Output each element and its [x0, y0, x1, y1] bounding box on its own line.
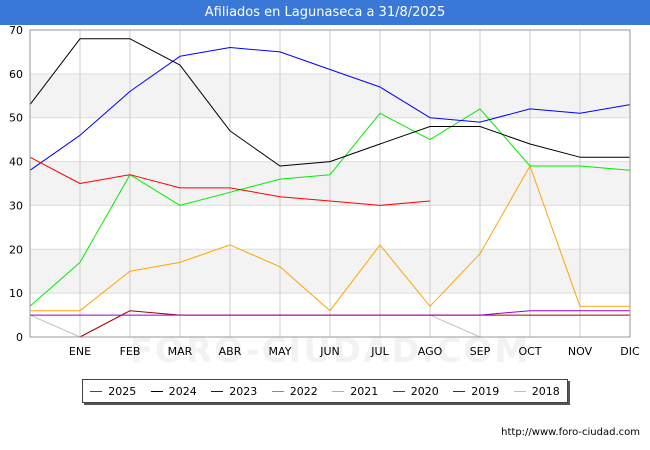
legend-swatch	[150, 390, 163, 392]
series-line-2018	[29, 314, 81, 338]
x-tick-label: AGO	[418, 345, 443, 358]
x-tick-label: SEP	[470, 345, 491, 358]
legend-label: 2022	[289, 384, 318, 398]
legend-swatch	[271, 390, 284, 392]
watermark: FORO-CIUDAD.COM	[130, 331, 531, 371]
legend-label: 2025	[108, 384, 137, 398]
legend-item-2020: 2020	[392, 384, 439, 398]
series-2023	[29, 47, 631, 171]
x-tick-label: NOV	[568, 345, 593, 358]
legend-item-2023: 2023	[211, 385, 257, 398]
series-2018	[29, 314, 481, 338]
y-tick-label: 10	[9, 287, 23, 300]
x-tick-label: MAY	[269, 345, 292, 358]
x-tick-label: MAR	[168, 345, 193, 358]
legend-swatch	[332, 390, 345, 392]
legend-swatch	[453, 390, 466, 392]
legend-item-2025: 2025	[90, 385, 136, 398]
y-tick-label: 70	[9, 25, 23, 37]
legend-item-2018: 2018	[513, 384, 560, 398]
legend-swatch	[392, 390, 405, 392]
series-line-2024	[29, 38, 630, 167]
legend: 2025 2024 2023 2022 2021 2020 2019 2018	[82, 379, 568, 403]
legend-label: 2020	[410, 384, 439, 398]
legend-label: 2023	[229, 384, 258, 398]
series-line-2020	[30, 310, 630, 316]
legend-item-2019: 2019	[453, 385, 499, 398]
series-2020	[30, 310, 630, 316]
chart-title: Afiliados en Lagunaseca a 31/8/2025	[0, 0, 650, 25]
y-tick-label: 60	[9, 68, 23, 81]
source-url: http://www.foro-ciudad.com	[501, 427, 640, 438]
legend-label: 2018	[531, 384, 560, 398]
legend-item-2022: 2022	[271, 384, 318, 398]
x-tick-label: OCT	[518, 345, 541, 358]
legend-swatch	[211, 390, 224, 392]
legend-label: 2019	[471, 384, 500, 398]
series-line-2023	[29, 47, 631, 171]
x-tick-label: ABR	[219, 345, 242, 358]
legend-label: 2024	[168, 384, 197, 398]
series-2024	[29, 38, 630, 167]
x-tick-label: JUL	[370, 345, 389, 358]
series-line-2018	[429, 314, 481, 338]
plot-border	[29, 29, 631, 338]
legend-swatch	[513, 390, 526, 392]
y-tick-label: 20	[9, 243, 23, 256]
x-tick-label: ENE	[69, 345, 91, 358]
x-tick-label: FEB	[120, 345, 141, 358]
legend-label: 2021	[350, 384, 379, 398]
legend-swatch	[90, 390, 103, 392]
x-tick-label: DIC	[620, 345, 640, 358]
line-chart: FORO-CIUDAD.COM 0 10 20 30 40 50 60 70 ENE FEB MA…	[9, 25, 640, 371]
legend-item-2024: 2024	[150, 384, 197, 398]
x-tick-label: JUN	[319, 345, 340, 358]
series-2025	[29, 156, 431, 206]
y-tick-label: 50	[9, 112, 23, 125]
y-tick-label: 40	[9, 156, 23, 169]
y-tick-label: 30	[9, 199, 23, 212]
series-line-2025	[29, 156, 431, 206]
y-tick-label: 0	[16, 331, 23, 344]
legend-item-2021: 2021	[332, 385, 378, 398]
